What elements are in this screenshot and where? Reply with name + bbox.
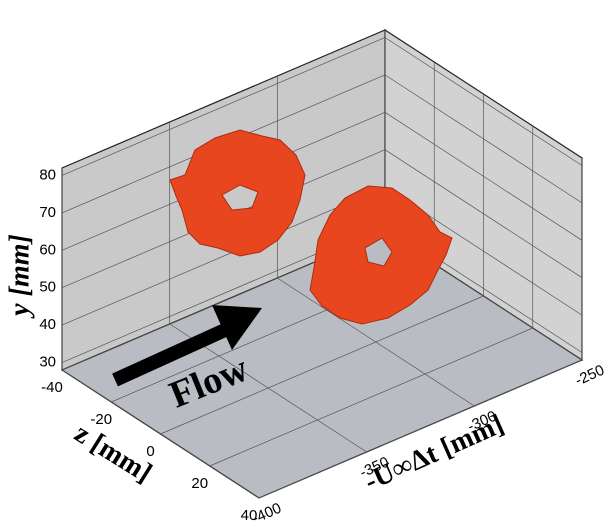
y-axis-label: y [mm] xyxy=(4,234,35,319)
z-axis-label: z [mm] xyxy=(69,418,157,489)
y-tick-label: 60 xyxy=(39,241,56,258)
z-tick-label: 40 xyxy=(241,507,258,522)
y-tick-label: 40 xyxy=(39,316,56,333)
y-tick-label: 80 xyxy=(39,166,56,183)
y-tick-label: 50 xyxy=(39,279,56,296)
y-tick-label: 30 xyxy=(39,353,56,370)
z-tick-label: 20 xyxy=(191,475,208,492)
z-tick-label: -20 xyxy=(90,411,112,428)
x-tick-label: -250 xyxy=(573,362,607,390)
chart: Flow y [mm] z [mm] -U∞Δt [mm] -400-350-3… xyxy=(0,0,616,522)
z-tick-label: 0 xyxy=(146,443,154,460)
z-tick-label: -40 xyxy=(41,379,63,396)
y-tick-label: 70 xyxy=(39,204,56,221)
